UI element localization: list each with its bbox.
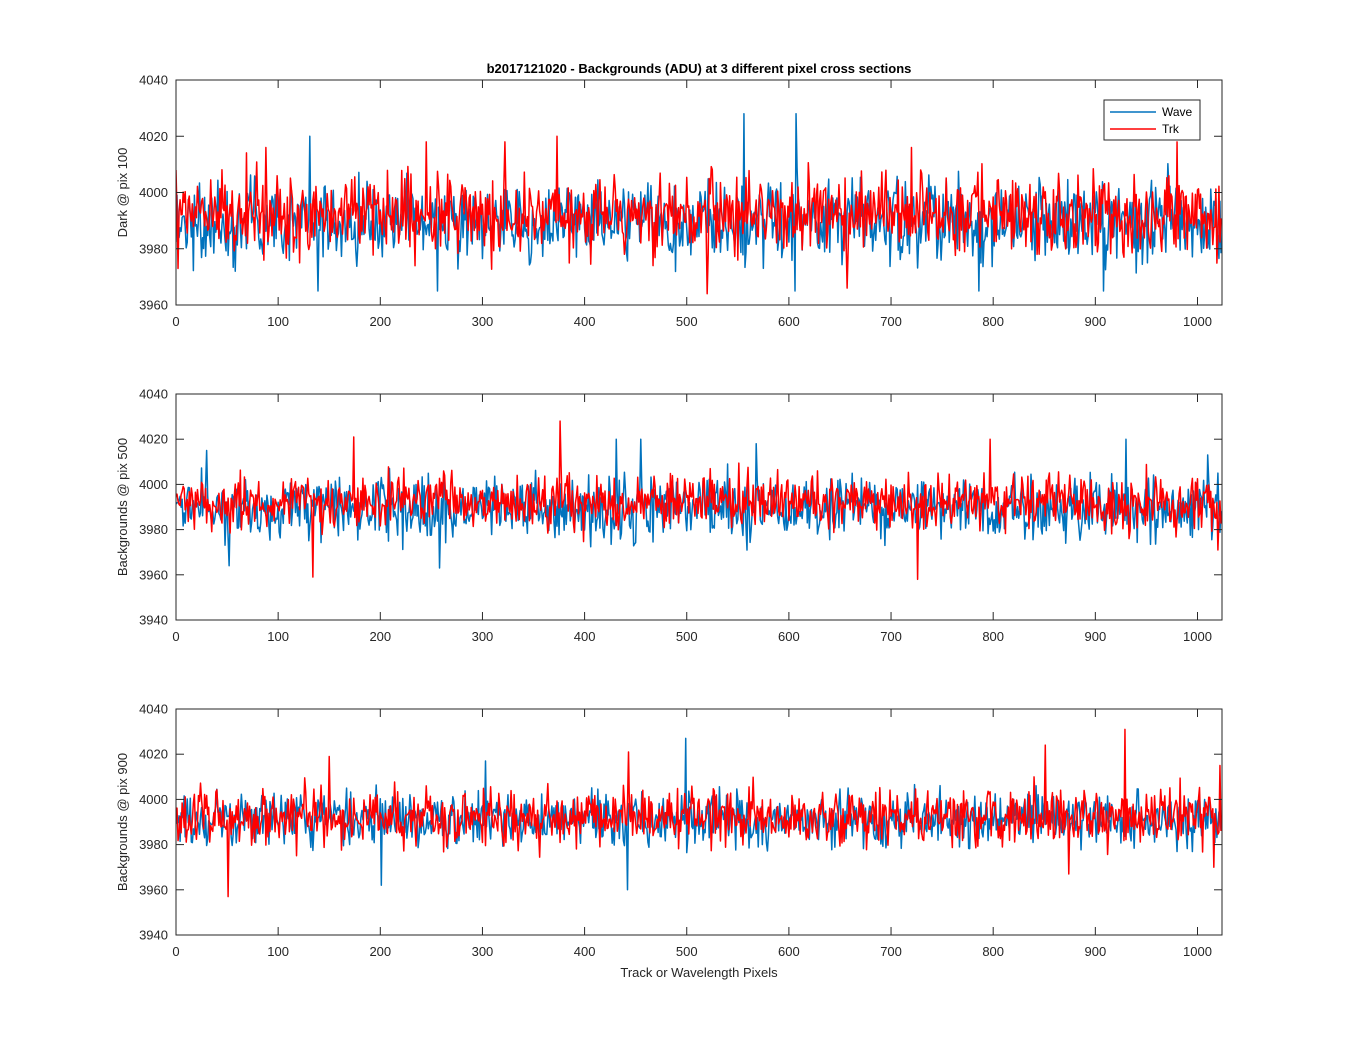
x-tick-label: 1000 <box>1183 314 1212 329</box>
x-tick-label: 900 <box>1084 629 1106 644</box>
x-tick-label: 800 <box>982 944 1004 959</box>
x-tick-label: 700 <box>880 629 902 644</box>
x-tick-label: 100 <box>267 944 289 959</box>
legend-label-wave: Wave <box>1162 105 1193 119</box>
y-tick-label: 4000 <box>139 792 168 807</box>
legend-box <box>1103 99 1201 141</box>
y-tick-label: 4040 <box>139 387 168 402</box>
x-tick-label: 200 <box>369 629 391 644</box>
x-tick-label: 300 <box>472 944 494 959</box>
x-tick-label: 600 <box>778 629 800 644</box>
series-line-trk <box>176 135 1222 295</box>
x-tick-label: 0 <box>172 314 179 329</box>
x-tick-label: 900 <box>1084 314 1106 329</box>
x-tick-label: 300 <box>472 314 494 329</box>
y-tick-label: 4000 <box>139 477 168 492</box>
y-tick-label: 3940 <box>139 928 168 943</box>
x-axis-label: Track or Wavelength Pixels <box>620 965 778 980</box>
chart-title: b2017121020 - Backgrounds (ADU) at 3 dif… <box>487 61 912 76</box>
x-tick-label: 500 <box>676 629 698 644</box>
series-line-trk <box>176 420 1222 581</box>
series-line-trk <box>176 728 1222 898</box>
axes-dark-pix-100: 0 100 200 300 400 500 600 700 800 900 1000 3960 3980… <box>115 73 1223 329</box>
x-tick-label: 400 <box>574 629 596 644</box>
y-axis-label: Backgrounds @ pix 900 <box>115 753 130 891</box>
y-tick-label: 4020 <box>139 747 168 762</box>
y-tick-label: 3940 <box>139 613 168 628</box>
x-tick-label: 0 <box>172 944 179 959</box>
y-tick-label: 4040 <box>139 702 168 717</box>
x-tick-label: 700 <box>880 314 902 329</box>
y-tick-label: 4020 <box>139 432 168 447</box>
y-tick-label: 4040 <box>139 73 168 88</box>
x-tick-label: 500 <box>676 314 698 329</box>
y-tick-label: 3960 <box>139 567 168 582</box>
x-tick-label: 100 <box>267 314 289 329</box>
x-tick-label: 700 <box>880 944 902 959</box>
axes-backgrounds-pix-500: 0 100 200 300 400 500 600 700 800 900 1000 3940 3960… <box>115 387 1223 644</box>
x-tick-label: 1000 <box>1183 629 1212 644</box>
x-tick-label: 300 <box>472 629 494 644</box>
y-tick-label: 3980 <box>139 241 168 256</box>
x-tick-label: 800 <box>982 629 1004 644</box>
plot-area <box>176 420 1222 581</box>
axes-box <box>175 708 1223 936</box>
y-tick-label: 3960 <box>139 882 168 897</box>
x-tick-label: 1000 <box>1183 944 1212 959</box>
y-tick-label: 4000 <box>139 185 168 200</box>
x-tick-label: 500 <box>676 944 698 959</box>
x-tick-label: 800 <box>982 314 1004 329</box>
axes-box <box>175 393 1223 621</box>
legend-label-trk: Trk <box>1162 122 1180 136</box>
x-tick-label: 200 <box>369 944 391 959</box>
plot-area <box>176 728 1222 898</box>
x-tick-label: 400 <box>574 944 596 959</box>
y-tick-label: 3980 <box>139 522 168 537</box>
x-tick-label: 900 <box>1084 944 1106 959</box>
x-tick-label: 600 <box>778 314 800 329</box>
y-tick-label: 4020 <box>139 129 168 144</box>
y-tick-label: 3960 <box>139 298 168 313</box>
x-tick-label: 100 <box>267 629 289 644</box>
axes-backgrounds-pix-900: 0 100 200 300 400 500 600 700 800 900 1000 3940 3960… <box>115 702 1223 959</box>
x-tick-label: 400 <box>574 314 596 329</box>
series-line-wave <box>176 438 1222 569</box>
y-axis-label: Backgrounds @ pix 500 <box>115 438 130 576</box>
plot-area <box>176 113 1222 295</box>
x-tick-label: 200 <box>369 314 391 329</box>
x-tick-label: 600 <box>778 944 800 959</box>
x-tick-label: 0 <box>172 629 179 644</box>
y-tick-label: 3980 <box>139 837 168 852</box>
legend: Wave Trk <box>1103 99 1201 141</box>
y-axis-label: Dark @ pix 100 <box>115 148 130 238</box>
